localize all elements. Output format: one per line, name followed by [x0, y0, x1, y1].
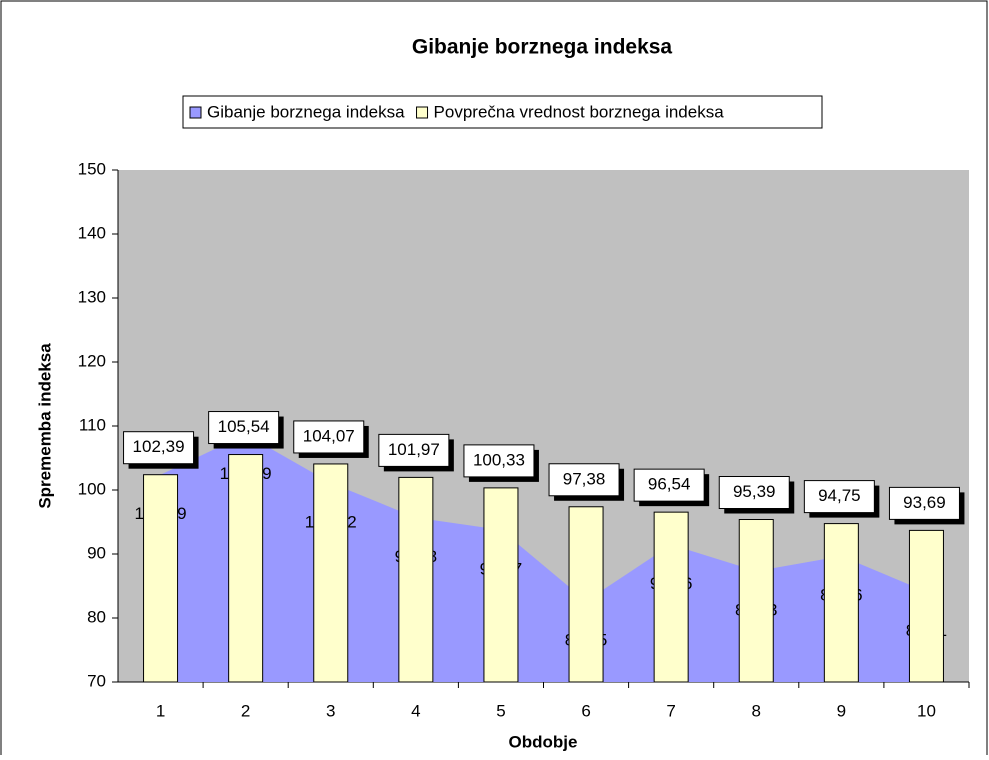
label-box — [548, 463, 620, 497]
x-tick-label: 7 — [666, 701, 675, 720]
x-tick-label: 3 — [326, 701, 335, 720]
data-label: 95,39 — [733, 482, 776, 501]
data-label: 105,54 — [218, 417, 270, 436]
data-label: 94,75 — [818, 486, 861, 505]
data-label: 93,69 — [903, 493, 946, 512]
bar — [738, 519, 774, 683]
x-axis-label: Obdobje — [509, 732, 578, 751]
legend-label: Gibanje borznega indeksa — [207, 102, 405, 121]
x-tick-label: 2 — [241, 701, 250, 720]
y-tick-label: 80 — [87, 607, 106, 626]
x-tick-label: 10 — [917, 701, 936, 720]
data-label: 101,97 — [388, 440, 440, 459]
label-box — [208, 411, 280, 445]
data-label: 97,38 — [563, 469, 606, 488]
x-tick-label: 8 — [752, 701, 761, 720]
data-label: 104,07 — [303, 426, 355, 445]
label-box — [633, 468, 705, 502]
x-tick-label: 9 — [837, 701, 846, 720]
y-tick-label: 150 — [78, 159, 106, 178]
y-tick-label: 110 — [79, 415, 106, 434]
bar — [143, 474, 179, 683]
y-tick-label: 140 — [78, 223, 106, 242]
y-tick-label: 130 — [78, 287, 106, 306]
y-tick-label: 120 — [78, 351, 106, 370]
bar — [908, 529, 944, 683]
y-tick-label: 90 — [87, 543, 106, 562]
y-tick-label: 100 — [78, 479, 106, 498]
legend-label: Povprečna vrednost borznega indeksa — [434, 102, 725, 121]
label-box — [123, 431, 195, 465]
x-tick-label: 5 — [496, 701, 505, 720]
legend — [182, 95, 823, 129]
bar — [568, 506, 604, 683]
chart-title: Gibanje borznega indeksa — [412, 36, 673, 59]
label-box — [803, 480, 875, 514]
bar — [823, 523, 859, 683]
label-box — [293, 420, 365, 454]
y-tick-label: 70 — [87, 671, 106, 690]
data-label: 102,39 — [133, 437, 185, 456]
label-box — [888, 486, 960, 520]
label-box — [718, 476, 790, 510]
legend-swatch — [416, 106, 429, 119]
data-label: 100,33 — [473, 450, 525, 469]
x-tick-label: 6 — [581, 701, 590, 720]
bar — [228, 454, 264, 683]
legend-swatch — [189, 106, 202, 119]
label-box — [378, 433, 450, 467]
bar — [398, 476, 434, 683]
data-label: 96,54 — [648, 475, 691, 494]
x-tick-label: 1 — [156, 701, 165, 720]
y-axis-label: Sprememba indeksa — [35, 343, 54, 509]
area — [160, 434, 927, 682]
label-box — [463, 444, 535, 478]
x-tick-label: 4 — [411, 701, 420, 720]
bar — [313, 463, 349, 683]
bar — [483, 487, 519, 683]
bar — [653, 511, 689, 683]
